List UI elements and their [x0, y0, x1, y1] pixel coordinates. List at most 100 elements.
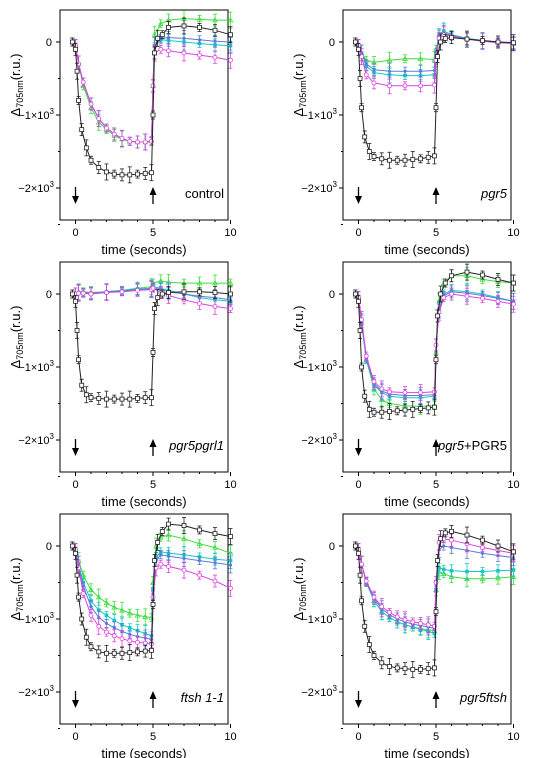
panel-label: pgr5pgrl1	[168, 438, 224, 453]
data-point	[159, 528, 165, 534]
x-tick-label: 0	[72, 479, 78, 491]
data-point	[149, 170, 154, 176]
data-point	[135, 171, 140, 177]
data-point	[212, 578, 218, 584]
data-point	[212, 304, 218, 309]
data-point	[104, 629, 109, 635]
data-point	[425, 666, 431, 672]
data-point	[433, 609, 439, 615]
data-point	[79, 616, 85, 622]
x-tick-label: 0	[355, 227, 361, 239]
panel-label: pgr5ftsh	[459, 690, 507, 705]
data-point	[480, 295, 485, 301]
data-point	[135, 139, 140, 145]
data-point	[480, 38, 485, 43]
data-point	[495, 575, 501, 581]
data-point	[166, 48, 171, 54]
data-point	[432, 82, 437, 88]
data-point	[357, 572, 363, 578]
x-tick-label: 10	[224, 479, 236, 491]
data-point	[387, 69, 392, 73]
series-magenta	[352, 287, 516, 401]
data-point	[402, 407, 408, 413]
data-point	[88, 101, 94, 107]
data-point	[69, 39, 75, 45]
data-point	[511, 549, 516, 555]
data-point	[88, 612, 94, 618]
data-point	[228, 32, 233, 38]
x-tick-label: 5	[433, 227, 439, 239]
data-point	[127, 396, 133, 402]
data-point	[142, 648, 148, 654]
data-point	[464, 269, 470, 275]
data-point	[150, 350, 156, 355]
data-point	[158, 561, 164, 567]
data-point	[181, 523, 187, 528]
data-point	[371, 379, 377, 384]
data-point	[127, 625, 132, 630]
data-point	[181, 289, 187, 295]
data-point	[387, 389, 392, 395]
y-tick-label: −1×103	[301, 107, 337, 122]
x-tick-label: 5	[150, 731, 156, 743]
data-point	[464, 36, 470, 42]
data-point	[83, 392, 89, 398]
y-tick-label: −2×103	[18, 432, 54, 447]
data-point	[359, 364, 365, 370]
data-point	[438, 291, 444, 297]
data-point	[379, 604, 385, 609]
light-on-arrow-head	[72, 448, 79, 456]
y-axis-label: Δ705nm(r.u.)	[8, 54, 25, 117]
data-point	[228, 306, 233, 311]
data-point	[442, 280, 448, 286]
x-tick-label: 0	[72, 227, 78, 239]
y-tick-label: 0	[329, 289, 335, 301]
data-point	[96, 165, 102, 170]
data-point	[88, 644, 94, 650]
data-point	[181, 535, 187, 541]
data-point	[394, 408, 400, 414]
data-point	[197, 572, 202, 578]
data-point	[425, 154, 431, 160]
data-point	[74, 572, 80, 578]
data-point	[437, 566, 441, 570]
data-point	[128, 632, 132, 636]
data-point	[356, 46, 361, 52]
data-point	[366, 149, 372, 154]
data-point	[119, 396, 125, 402]
data-point	[181, 50, 187, 56]
data-point	[362, 393, 368, 399]
data-point	[212, 280, 218, 286]
data-point	[371, 409, 377, 415]
data-point	[449, 528, 454, 534]
data-point	[119, 135, 125, 141]
data-point	[495, 39, 501, 45]
data-point	[197, 559, 202, 563]
data-point	[135, 649, 140, 655]
data-point	[379, 156, 385, 162]
data-point	[480, 545, 485, 550]
data-point	[379, 409, 385, 415]
light-off-arrow-head	[432, 187, 440, 195]
y-tick-label: −1×103	[301, 611, 337, 626]
data-point	[402, 55, 408, 61]
y-axis-label: Δ705nm(r.u.)	[291, 558, 308, 621]
data-point	[103, 599, 110, 606]
data-point	[387, 157, 392, 163]
series-magenta	[352, 26, 516, 95]
data-point	[111, 633, 117, 639]
data-point	[359, 598, 365, 604]
data-point	[352, 39, 358, 45]
data-point	[362, 623, 368, 629]
panel-label: pgr5+PGR5	[437, 438, 507, 453]
data-point	[359, 105, 365, 111]
x-tick-label: 10	[507, 731, 519, 743]
series-black	[69, 17, 233, 184]
data-point	[181, 23, 187, 29]
x-tick-label: 0	[355, 731, 361, 743]
y-axis-label: Δ705nm(r.u.)	[8, 306, 25, 369]
x-axis-label: time (seconds)	[384, 242, 469, 257]
data-point	[212, 290, 218, 295]
data-point	[387, 610, 392, 615]
data-point	[76, 290, 82, 296]
